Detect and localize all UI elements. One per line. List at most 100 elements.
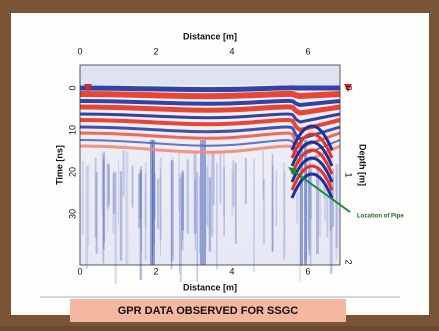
noise-streak	[216, 162, 218, 271]
noise-streak	[316, 166, 319, 254]
tick-label: 0	[77, 266, 82, 276]
noise-streak	[298, 172, 302, 282]
pipe-hyperbola	[290, 140, 334, 167]
noise-streak	[308, 164, 310, 250]
noise-streak	[139, 174, 141, 218]
tick-label: 0	[77, 46, 82, 56]
reflection-band	[79, 131, 341, 149]
noise-streak	[275, 169, 278, 227]
noise-streak	[170, 160, 172, 270]
reflection-band	[79, 98, 341, 108]
noise-streak	[159, 157, 162, 240]
noise-streak	[212, 151, 215, 205]
noise-streak	[335, 163, 339, 248]
pointer-arrow	[291, 169, 351, 213]
noise-streak	[81, 160, 84, 234]
noise-streak	[262, 150, 264, 200]
noise-streak	[193, 152, 197, 234]
noise-streak	[309, 170, 312, 266]
strong-streak	[304, 140, 307, 265]
noise-streak	[186, 159, 190, 234]
noise-streak	[309, 160, 311, 219]
noise-streak	[262, 178, 266, 244]
tick-label: 2	[344, 259, 354, 264]
strong-streak	[150, 140, 153, 265]
tick-label: 2	[153, 46, 158, 56]
air-band	[80, 65, 340, 85]
noise-streak	[107, 162, 109, 232]
noise-streak	[178, 152, 181, 211]
noise-streak	[140, 172, 142, 281]
noise-streak	[271, 165, 274, 252]
plot-border	[79, 64, 341, 266]
noise-streak	[326, 159, 329, 237]
noise-streak	[106, 163, 110, 209]
noise-streak	[122, 150, 125, 197]
marker	[84, 84, 92, 92]
noise-streak	[87, 164, 90, 247]
noise-streak	[194, 178, 196, 251]
right-axis-title: Depth [m]	[358, 144, 368, 186]
pipe-hyperbola	[290, 132, 334, 159]
noise-streak	[178, 173, 181, 274]
noise-streak	[219, 151, 222, 204]
tick-label: 1	[344, 172, 354, 177]
noise-streak	[85, 166, 89, 270]
noise-streak	[94, 157, 97, 238]
noise-streak	[157, 178, 160, 230]
tick-label: 0	[67, 85, 77, 90]
reflection-band	[79, 118, 341, 133]
top-axis-title: Distance [m]	[183, 31, 237, 41]
noise-streak	[119, 171, 123, 261]
noise-streak	[181, 170, 185, 231]
reflection-band	[79, 104, 341, 116]
strong-streak	[152, 140, 155, 265]
radargram	[79, 65, 341, 285]
noise-streak	[223, 167, 225, 237]
noise-streak	[170, 160, 174, 262]
tick-label: 30	[67, 209, 77, 219]
noise-streak	[131, 165, 134, 208]
noise-streak	[140, 166, 142, 218]
noise-streak	[170, 159, 173, 269]
reflection-band	[79, 85, 340, 93]
noise-streak	[95, 172, 98, 254]
noise-streak	[283, 171, 286, 256]
noise-streak	[102, 154, 105, 264]
noise-streak	[234, 163, 237, 244]
noise-streak	[182, 174, 184, 241]
noise-streak	[108, 164, 110, 205]
tick-label: 2	[153, 266, 158, 276]
bottom-axis-title: Distance [m]	[183, 282, 237, 292]
left-axis-title: Time [ns]	[54, 145, 64, 185]
pipe-hyperbola	[290, 172, 334, 199]
noise-streak	[296, 163, 299, 224]
noise-streak	[138, 173, 141, 229]
tick-label: 4	[229, 46, 234, 56]
tick-label: 6	[305, 266, 310, 276]
noise-streak	[307, 171, 309, 240]
noise-streak	[244, 158, 247, 204]
noise-streak	[223, 150, 225, 218]
noise-streak	[310, 167, 312, 220]
strong-streak	[300, 140, 303, 265]
noise-streak	[196, 172, 199, 282]
reflection-band	[79, 112, 341, 124]
noise-streak	[114, 171, 117, 285]
strong-streak	[200, 140, 203, 265]
noise-streak	[180, 172, 184, 251]
noise-streak	[103, 151, 106, 243]
noise-streak	[179, 177, 183, 283]
noise-streak	[253, 158, 255, 273]
noise-streak	[125, 151, 129, 265]
noise-streak	[144, 162, 147, 227]
reflection-band	[79, 125, 341, 141]
noise-streak	[282, 162, 286, 261]
noise-streak	[232, 160, 235, 208]
noise-streak	[101, 152, 103, 215]
tick-label: 0	[344, 85, 354, 90]
noise-streak	[329, 177, 333, 274]
noise-streak	[231, 169, 234, 217]
noise-streak	[171, 156, 174, 257]
